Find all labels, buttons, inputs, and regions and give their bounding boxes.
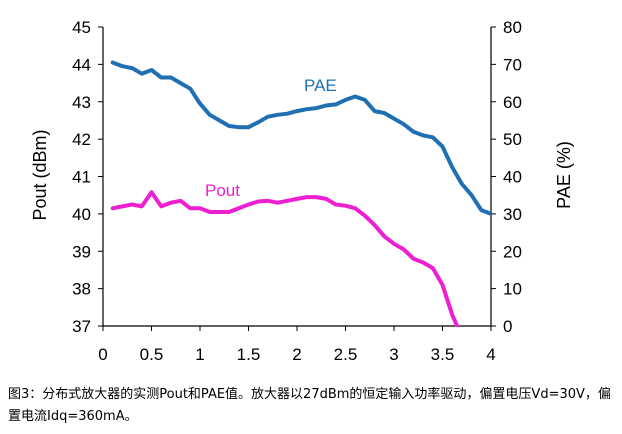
y-left-tick-label: 39: [72, 242, 91, 261]
y-right-tick-label: 40: [503, 168, 522, 187]
x-tick-label: 3.5: [431, 345, 455, 364]
y-right-tick-label: 70: [503, 55, 522, 74]
y-left-tick-label: 37: [72, 317, 91, 336]
x-tick-label: 3: [389, 345, 398, 364]
y-axis-title-right: PAE (%): [554, 141, 574, 209]
y-right-tick-label: 50: [503, 130, 522, 149]
chart-axes: [102, 27, 492, 327]
series-line-pout: [110, 190, 460, 327]
y-left-tick-label: 40: [72, 205, 91, 224]
x-tick-label: 4: [486, 345, 495, 364]
y-left-tick-label: 44: [72, 55, 91, 74]
y-left-tick-label: 41: [72, 168, 91, 187]
series-line-pae: [110, 60, 491, 216]
x-tick-label: 0: [98, 345, 107, 364]
figure-caption: 图3：分布式放大器的实测Pout和PAE值。放大器以27dBm的恒定输入功率驱动…: [8, 387, 611, 424]
y-axis-title-left: Pout (dBm): [30, 129, 50, 220]
y-right-tick-label: 60: [503, 93, 522, 112]
y-right-tick-label: 10: [503, 280, 522, 299]
y-right-tick-label: 30: [503, 205, 522, 224]
y-left-tick-label: 42: [72, 130, 91, 149]
series-label-pae: PAE: [304, 76, 337, 95]
x-tick-label: 0.5: [140, 345, 164, 364]
y-left-tick-label: 43: [72, 93, 91, 112]
series-label-pout: Pout: [205, 181, 240, 200]
x-tick-label: 2: [292, 345, 301, 364]
y-left-tick-label: 38: [72, 280, 91, 299]
y-right-tick-label: 0: [503, 317, 512, 336]
y-right-tick-label: 80: [503, 18, 522, 37]
y-left-tick-label: 45: [72, 18, 91, 37]
chart-series-lines: [110, 60, 491, 327]
x-tick-label: 1.5: [237, 345, 261, 364]
x-tick-label: 2.5: [334, 345, 358, 364]
x-tick-label: 1: [195, 345, 204, 364]
y-right-tick-label: 20: [503, 242, 522, 261]
